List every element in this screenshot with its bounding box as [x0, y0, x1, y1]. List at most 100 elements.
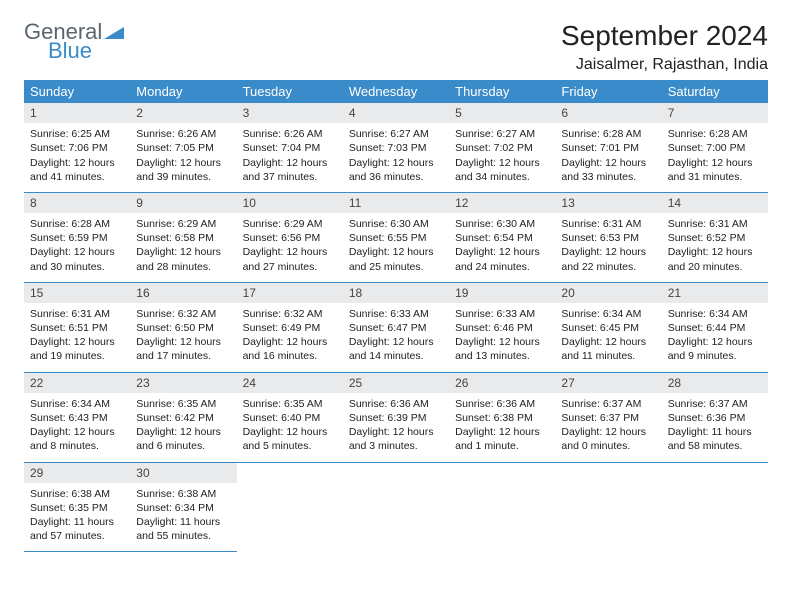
daynum-row: 12: [449, 193, 555, 213]
sunset-text: Sunset: 6:56 PM: [243, 231, 337, 245]
calendar-row: 1Sunrise: 6:25 AMSunset: 7:06 PMDaylight…: [24, 103, 768, 192]
daylight-text: Daylight: 12 hours and 3 minutes.: [349, 425, 443, 453]
sunrise-text: Sunrise: 6:28 AM: [561, 127, 655, 141]
day-number: 20: [561, 286, 574, 300]
calendar-cell: 27Sunrise: 6:37 AMSunset: 6:37 PMDayligh…: [555, 372, 661, 462]
daynum-row: 6: [555, 103, 661, 123]
daynum-row: 29: [24, 463, 130, 483]
calendar-cell: 30Sunrise: 6:38 AMSunset: 6:34 PMDayligh…: [130, 462, 236, 552]
calendar-cell: [237, 462, 343, 552]
calendar-row: 22Sunrise: 6:34 AMSunset: 6:43 PMDayligh…: [24, 372, 768, 462]
sunrise-text: Sunrise: 6:26 AM: [243, 127, 337, 141]
day-number: 3: [243, 106, 250, 120]
day-number: 9: [136, 196, 143, 210]
calendar-cell: 16Sunrise: 6:32 AMSunset: 6:50 PMDayligh…: [130, 282, 236, 372]
day-number: 17: [243, 286, 256, 300]
day-number: 18: [349, 286, 362, 300]
daylight-text: Daylight: 11 hours and 58 minutes.: [668, 425, 762, 453]
daylight-text: Daylight: 12 hours and 11 minutes.: [561, 335, 655, 363]
daynum-row: 8: [24, 193, 130, 213]
calendar-cell: 2Sunrise: 6:26 AMSunset: 7:05 PMDaylight…: [130, 103, 236, 192]
daynum-row: 22: [24, 373, 130, 393]
sunrise-text: Sunrise: 6:34 AM: [668, 307, 762, 321]
sunrise-text: Sunrise: 6:30 AM: [349, 217, 443, 231]
dayhead-mon: Monday: [130, 80, 236, 103]
daylight-text: Daylight: 12 hours and 14 minutes.: [349, 335, 443, 363]
daylight-text: Daylight: 12 hours and 22 minutes.: [561, 245, 655, 273]
calendar-cell: 29Sunrise: 6:38 AMSunset: 6:35 PMDayligh…: [24, 462, 130, 552]
day-number: 13: [561, 196, 574, 210]
calendar-cell: 10Sunrise: 6:29 AMSunset: 6:56 PMDayligh…: [237, 192, 343, 282]
daylight-text: Daylight: 12 hours and 19 minutes.: [30, 335, 124, 363]
calendar-row: 8 Sunrise: 6:28 AMSunset: 6:59 PM Daylight…: [24, 192, 768, 282]
day-number: 24: [243, 376, 256, 390]
daylight-text: Daylight: 12 hours and 28 minutes.: [136, 245, 230, 273]
sunrise-text: Sunrise: 6:37 AM: [668, 397, 762, 411]
sunrise-text: Sunrise: 6:28 AM: [668, 127, 762, 141]
daynum-row: 4: [343, 103, 449, 123]
calendar-cell: [662, 462, 768, 552]
day-number: 25: [349, 376, 362, 390]
sunrise-text: Sunrise: 6:27 AM: [455, 127, 549, 141]
sunset-text: Sunset: 6:34 PM: [136, 501, 230, 515]
calendar-cell: 14Sunrise: 6:31 AMSunset: 6:52 PMDayligh…: [662, 192, 768, 282]
day-number: 26: [455, 376, 468, 390]
day-number: 15: [30, 286, 43, 300]
calendar-table: Sunday Monday Tuesday Wednesday Thursday…: [24, 80, 768, 552]
header: General Blue September 2024 Jaisalmer, R…: [24, 20, 768, 74]
daylight-text: Daylight: 12 hours and 6 minutes.: [136, 425, 230, 453]
sunrise-text: Sunrise: 6:38 AM: [136, 487, 230, 501]
sunset-text: Sunset: 7:03 PM: [349, 141, 443, 155]
calendar-cell: 1Sunrise: 6:25 AMSunset: 7:06 PMDaylight…: [24, 103, 130, 192]
day-number: 8: [30, 196, 37, 210]
calendar-cell: 18Sunrise: 6:33 AMSunset: 6:47 PMDayligh…: [343, 282, 449, 372]
day-number: 29: [30, 466, 43, 480]
daynum-row: 15: [24, 283, 130, 303]
logo-triangle-icon: [104, 20, 124, 43]
day-number: 4: [349, 106, 356, 120]
sunset-text: Sunset: 6:59 PM: [30, 231, 124, 245]
daynum-row: 14: [662, 193, 768, 213]
daynum-row: 17: [237, 283, 343, 303]
calendar-page: General Blue September 2024 Jaisalmer, R…: [0, 0, 792, 572]
sunrise-text: Sunrise: 6:31 AM: [561, 217, 655, 231]
sunset-text: Sunset: 6:58 PM: [136, 231, 230, 245]
calendar-cell: [343, 462, 449, 552]
daynum-row: 30: [130, 463, 236, 483]
sunset-text: Sunset: 7:05 PM: [136, 141, 230, 155]
sunset-text: Sunset: 6:53 PM: [561, 231, 655, 245]
sunset-text: Sunset: 6:50 PM: [136, 321, 230, 335]
day-number: 6: [561, 106, 568, 120]
daynum-row: 25: [343, 373, 449, 393]
calendar-cell: 17Sunrise: 6:32 AMSunset: 6:49 PMDayligh…: [237, 282, 343, 372]
calendar-cell: 4Sunrise: 6:27 AMSunset: 7:03 PMDaylight…: [343, 103, 449, 192]
calendar-cell: 22Sunrise: 6:34 AMSunset: 6:43 PMDayligh…: [24, 372, 130, 462]
daylight-text: Daylight: 12 hours and 20 minutes.: [668, 245, 762, 273]
sunrise-text: Sunrise: 6:27 AM: [349, 127, 443, 141]
sunrise-text: Sunrise: 6:28 AM: [30, 217, 124, 231]
sunrise-text: Sunrise: 6:38 AM: [30, 487, 124, 501]
daylight-text: Daylight: 12 hours and 5 minutes.: [243, 425, 337, 453]
daylight-text: Daylight: 12 hours and 34 minutes.: [455, 156, 549, 184]
daynum-row: 1: [24, 103, 130, 123]
daynum-row: 26: [449, 373, 555, 393]
day-number: 16: [136, 286, 149, 300]
calendar-cell: 20Sunrise: 6:34 AMSunset: 6:45 PMDayligh…: [555, 282, 661, 372]
calendar-cell: 8Sunrise: 6:28 AMSunset: 6:59 PMDaylight…: [24, 192, 130, 282]
sunset-text: Sunset: 6:51 PM: [30, 321, 124, 335]
sunrise-text: Sunrise: 6:37 AM: [561, 397, 655, 411]
month-title: September 2024: [561, 20, 768, 52]
location: Jaisalmer, Rajasthan, India: [561, 56, 768, 74]
daylight-text: Daylight: 12 hours and 8 minutes.: [30, 425, 124, 453]
calendar-cell: 9Sunrise: 6:29 AMSunset: 6:58 PMDaylight…: [130, 192, 236, 282]
calendar-cell: 13 Sunrise: 6:31 AMSunset: 6:53 PMDayligh…: [555, 192, 661, 282]
day-number: 14: [668, 196, 681, 210]
calendar-cell: 5Sunrise: 6:27 AMSunset: 7:02 PMDaylight…: [449, 103, 555, 192]
sunrise-text: Sunrise: 6:35 AM: [136, 397, 230, 411]
sunrise-text: Sunrise: 6:26 AM: [136, 127, 230, 141]
sunrise-text: Sunrise: 6:32 AM: [243, 307, 337, 321]
dayhead-sat: Saturday: [662, 80, 768, 103]
calendar-cell: 23Sunrise: 6:35 AMSunset: 6:42 PMDayligh…: [130, 372, 236, 462]
sunrise-text: Sunrise: 6:25 AM: [30, 127, 124, 141]
day-number: 1: [30, 106, 37, 120]
